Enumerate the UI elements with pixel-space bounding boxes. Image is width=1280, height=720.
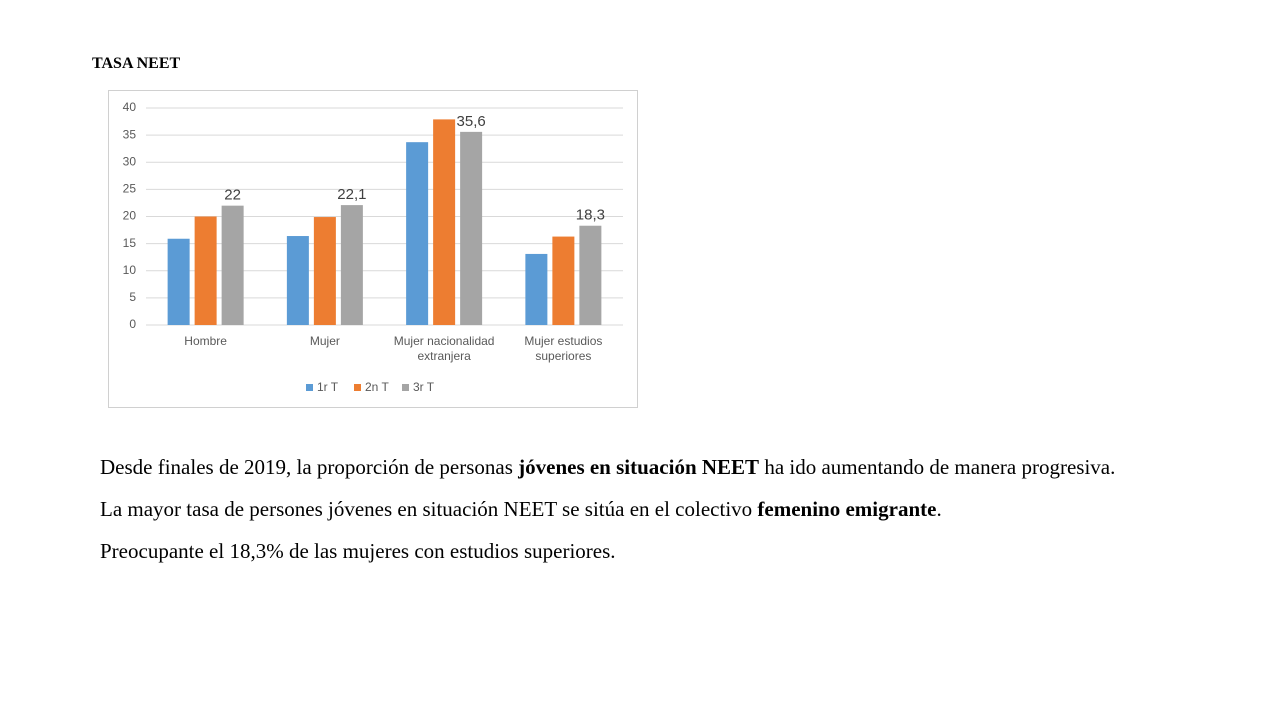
- legend-label: 1r T: [317, 380, 339, 394]
- bar: [406, 142, 429, 325]
- legend-swatch: [402, 384, 409, 391]
- y-tick-label: 20: [123, 209, 137, 223]
- paragraph: La mayor tasa de persones jóvenes en sit…: [100, 494, 1208, 524]
- paragraph: Desde finales de 2019, la proporción de …: [100, 452, 1208, 482]
- x-tick-label: Mujer: [309, 334, 340, 348]
- data-label: 18,3: [576, 207, 605, 224]
- y-tick-label: 40: [123, 100, 137, 114]
- bar: [286, 236, 309, 325]
- y-tick-label: 30: [123, 154, 137, 168]
- y-tick-label: 0: [129, 317, 136, 331]
- text: .: [936, 497, 942, 521]
- data-label: 22: [224, 187, 241, 204]
- legend-swatch: [354, 384, 361, 391]
- legend-label: 2n T: [365, 380, 389, 394]
- bar: [552, 236, 575, 325]
- bold-text: jóvenes en situación NEET: [518, 455, 760, 479]
- legend-swatch: [306, 384, 313, 391]
- text: ha ido aumentando de manera progresiva.: [759, 455, 1116, 479]
- bar: [221, 205, 244, 325]
- bar: [525, 253, 548, 325]
- y-tick-label: 25: [123, 182, 137, 196]
- bar: [167, 238, 190, 325]
- data-label: 22,1: [337, 186, 366, 203]
- bar: [194, 216, 217, 325]
- bar: [579, 225, 602, 325]
- text: Desde finales de 2019, la proporción de …: [100, 455, 519, 479]
- text: La mayor tasa de persones jóvenes en sit…: [100, 497, 758, 521]
- text: Preocupante el 18,3% de las mujeres con …: [100, 539, 616, 563]
- bar: [340, 205, 363, 325]
- slide-title: TASA NEET: [92, 55, 181, 72]
- legend-label: 3r T: [413, 380, 435, 394]
- y-tick-label: 35: [123, 127, 137, 141]
- bar: [433, 119, 456, 325]
- chart-frame: 0 5 10 15 20 25 30 35 40 22 22,1 35,6 18,3 1r T 2n T 3r…: [108, 90, 638, 408]
- bar: [460, 131, 483, 325]
- bold-text: femenino emigrante: [757, 497, 937, 521]
- y-tick-label: 5: [129, 290, 136, 304]
- bar: [313, 217, 336, 325]
- y-tick-label: 10: [123, 263, 137, 277]
- y-tick-label: 15: [123, 236, 137, 250]
- text-body: Desde finales de 2019, la proporción de …: [100, 452, 1208, 578]
- data-label: 35,6: [457, 113, 486, 130]
- x-tick-label: Hombre: [184, 334, 227, 348]
- x-tick-label: Mujer estudios superiores: [524, 334, 603, 363]
- x-tick-label: Mujer nacionalidad extranjera: [393, 334, 495, 363]
- chart: 0 5 10 15 20 25 30 35 40 22 22,1 35,6 18,3 1r T 2n T 3r…: [123, 100, 623, 394]
- paragraph: Preocupante el 18,3% de las mujeres con …: [100, 536, 1208, 566]
